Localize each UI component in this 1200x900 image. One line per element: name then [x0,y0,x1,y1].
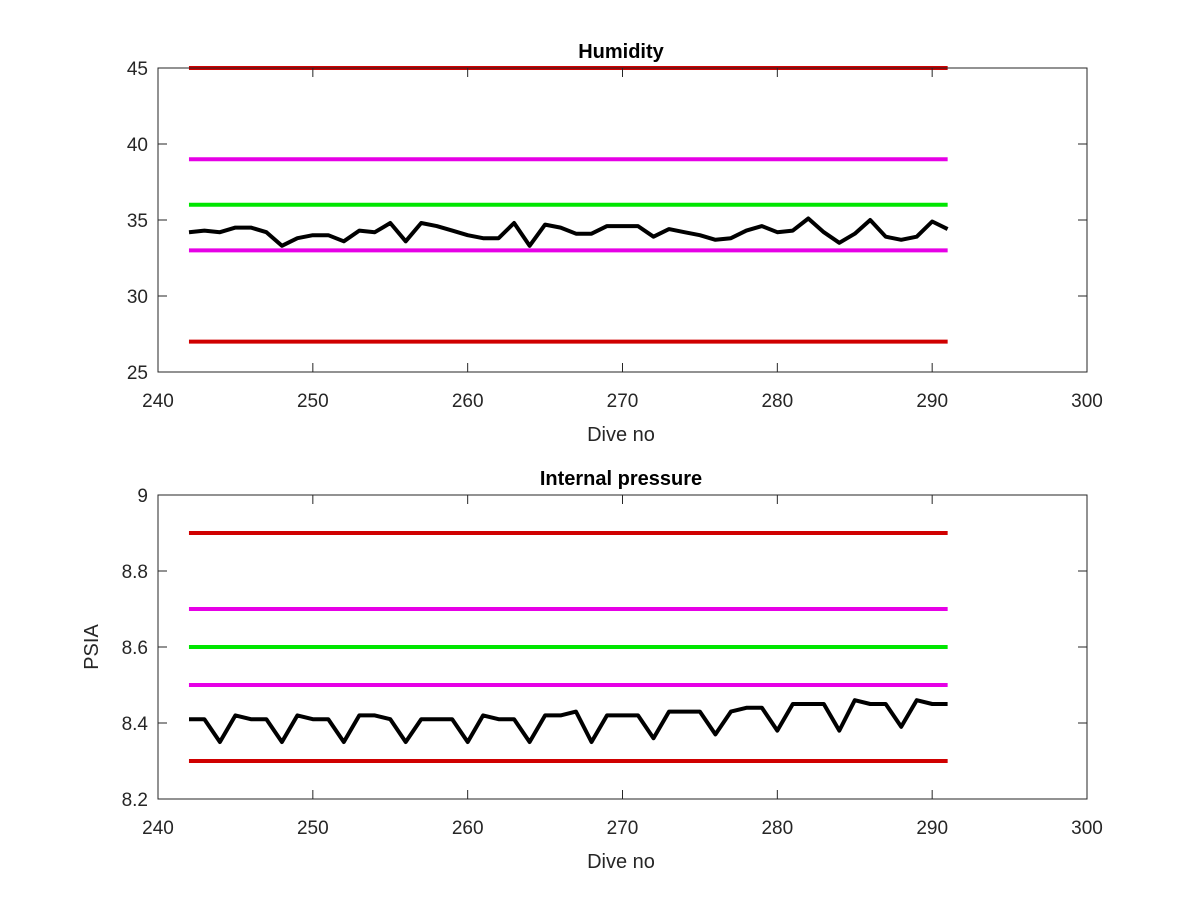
humidity-y-tick-label: 30 [127,287,148,308]
pressure-y-tick-label: 9 [137,486,148,507]
pressure-x-tick-label: 290 [916,818,948,839]
humidity-y-tick-label: 45 [127,59,148,80]
pressure-x-tick-label: 250 [297,818,329,839]
pressure-y-tick-label: 8.8 [122,562,148,583]
pressure-x-tick-label: 240 [142,818,174,839]
pressure-x-tick-label: 260 [452,818,484,839]
pressure-y-tick-label: 8.2 [122,790,148,811]
pressure-x-tick-label: 300 [1071,818,1103,839]
humidity-ticks: 240 250 260 270 280 290 300 25 30 35 40 45 [127,59,1103,412]
humidity-y-tick-label: 35 [127,211,148,232]
humidity-x-axis-label: Dive no [587,424,655,446]
humidity-x-tick-label: 260 [452,391,484,412]
pressure-data-series [189,698,948,744]
pressure-x-tick-label: 270 [607,818,639,839]
pressure-y-tick-label: 8.4 [122,714,149,735]
pressure-plot-lines [188,531,948,763]
pressure-title: Internal pressure [540,468,702,490]
pressure-y-axis-label: PSIA [81,624,103,670]
humidity-x-tick-label: 240 [142,391,174,412]
pressure-x-tick-label: 280 [761,818,793,839]
humidity-x-tick-label: 250 [297,391,329,412]
pressure-axes: 240 250 260 270 280 290 300 8.2 8.4 8.6 8.8 9 Inter… [81,468,1103,873]
humidity-data-series [188,216,949,248]
pressure-x-axis-label: Dive no [587,851,655,873]
humidity-x-tick-label: 270 [607,391,639,412]
humidity-title: Humidity [578,41,664,63]
humidity-y-tick-label: 40 [127,135,148,156]
humidity-axes: 240 250 260 270 280 290 300 25 30 35 40 45 Humidity… [127,41,1103,446]
humidity-y-tick-label: 25 [127,363,148,384]
humidity-x-tick-label: 300 [1071,391,1103,412]
pressure-y-tick-label: 8.6 [122,638,148,659]
pressure-ticks: 240 250 260 270 280 290 300 8.2 8.4 8.6 8.8 9 [122,486,1103,839]
humidity-x-tick-label: 290 [916,391,948,412]
humidity-x-tick-label: 280 [761,391,793,412]
